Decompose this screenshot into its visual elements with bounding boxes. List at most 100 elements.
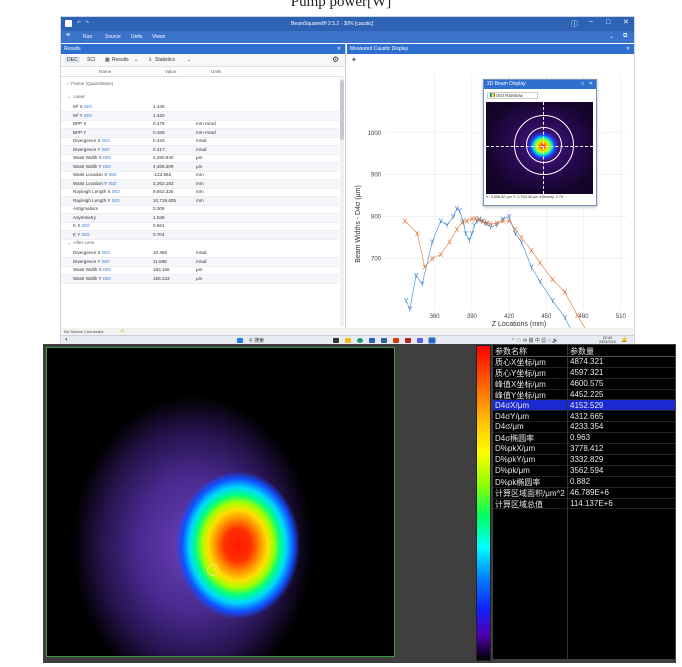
caustic-close-icon[interactable]: ✕ (625, 46, 630, 52)
start-icon[interactable] (237, 338, 243, 343)
parameter-row[interactable]: D%pkX/μm 3778.412 (493, 443, 675, 455)
expand-down-icon[interactable]: ⌄ (609, 34, 615, 40)
data-point-x: X (519, 235, 524, 242)
task-view-icon[interactable] (333, 338, 339, 343)
widgets-icon[interactable]: ◐ (65, 337, 69, 343)
sci-toggle[interactable]: SCI (87, 57, 96, 63)
parameter-row[interactable]: 计算区域总值 114.137E+6 (493, 498, 675, 510)
data-point-x: X (465, 218, 470, 225)
iso-tag: ISO (101, 250, 110, 255)
restore-icon[interactable]: ⧉ (623, 33, 628, 39)
app-icon-3[interactable] (405, 338, 411, 343)
x-tick-label: 480 (579, 314, 590, 320)
data-point-y: Y (461, 218, 466, 225)
close-icon[interactable]: ✕ (623, 19, 629, 26)
parameter-row[interactable]: 质心Y坐标/μm 4597.321 (493, 367, 675, 379)
parameter-row[interactable]: 质心X坐标/μm 4874.321 (493, 356, 675, 368)
result-row[interactable]: Waist Width Y ISO 4,468.209 µm (61, 162, 339, 172)
result-name-text: Asymmetry (73, 214, 96, 220)
beamsquared-taskbar-icon[interactable] (428, 337, 436, 344)
minimize-icon[interactable]: – (589, 18, 593, 25)
parameter-row[interactable]: D4σY/μm 4312.665 (493, 411, 675, 423)
beam-profile-view[interactable] (46, 347, 395, 657)
dec-toggle[interactable]: DEC (65, 57, 80, 63)
result-name: Asymmetry (73, 214, 96, 222)
result-row[interactable]: BPP Y 0.466 mm·mrad (61, 128, 339, 138)
edge-browser-icon[interactable] (357, 338, 363, 343)
statistics-dropdown[interactable]: Statistics (155, 57, 176, 63)
notification-icon[interactable]: 🔔 (621, 337, 628, 343)
result-row[interactable]: Waist Width Y ISO 159.223 µm (61, 274, 339, 284)
results-close-icon[interactable]: ✕ (336, 46, 341, 52)
parameter-row[interactable]: D4σX/μm 4152.529 (493, 399, 675, 412)
result-name: Waist Width Y ISO (73, 275, 111, 283)
data-point-x: X (430, 256, 435, 263)
popout-icon[interactable]: □ (580, 81, 584, 87)
app-icon-4[interactable] (417, 338, 423, 343)
parameter-row[interactable]: D4σ椭圆率 0.963 (493, 432, 675, 445)
menu-source[interactable]: Source (105, 34, 121, 40)
section-after-lens[interactable]: ⌄ After Lens (67, 240, 95, 245)
result-row[interactable]: Divergence Y ISO 0.417 mrad (61, 145, 339, 155)
data-point-y: Y (550, 298, 555, 305)
app-icon-2[interactable] (393, 338, 399, 343)
parameter-row[interactable]: 峰值X坐标/μm 4600.575 (493, 378, 675, 390)
result-row[interactable]: Rayleigh Length Y ISO 10,719.605 mm (61, 196, 339, 206)
beam-image[interactable] (486, 102, 593, 194)
results-dropdown[interactable]: Results (112, 57, 129, 63)
result-row[interactable]: K Y ISO 0.704 (61, 230, 339, 240)
menu-views[interactable]: Views (152, 34, 166, 40)
section-laser[interactable]: ⌄ Laser (67, 94, 85, 99)
beam-display-close-icon[interactable]: ✕ (588, 81, 593, 87)
result-row[interactable]: Divergence Y ISO 11.698 mrad (61, 257, 339, 267)
result-row[interactable]: Asymmetry 1.048 (61, 213, 339, 223)
parameter-name: 质心Y坐标/μm (495, 368, 546, 378)
result-unit: mm (196, 180, 204, 186)
system-tray-icons[interactable]: ⌃ ☁ ✉ ▩ 中 ▦ ○ 🔊 (511, 338, 559, 344)
result-row[interactable]: M² Y ISO 1.420 (61, 111, 339, 121)
x-tick-label: 450 (541, 314, 552, 320)
result-name: Waist Width X ISO (73, 154, 111, 162)
help-icon[interactable]: ⓘ (571, 21, 578, 28)
beam-circle-outer (514, 115, 574, 175)
result-row[interactable]: Waist Location Y ISO 3,262.183 mm (61, 179, 339, 189)
parameter-row[interactable]: D%pk椭圆率 0.882 (493, 476, 675, 488)
palette-dropdown[interactable]: ISO Rainbow (487, 92, 538, 99)
result-unit: mm·mrad (196, 121, 216, 126)
column-header-name[interactable]: Name (99, 69, 112, 74)
section-frame[interactable]: › Frame (Quantitative) (67, 81, 114, 86)
maximize-icon[interactable]: □ (606, 19, 611, 26)
scrollbar-thumb[interactable] (340, 80, 344, 140)
settings-wand-icon[interactable]: ✦ (351, 57, 357, 64)
redo-icon[interactable]: ↷ (85, 20, 90, 26)
result-unit: µm (196, 155, 203, 160)
data-point-x: X (575, 313, 580, 320)
menu-hamburger-icon[interactable]: ≡ (66, 32, 71, 39)
undo-icon[interactable]: ↶ (77, 20, 82, 26)
intensity-colorbar (476, 345, 491, 661)
gear-icon[interactable]: ⚙ (332, 55, 340, 64)
results-dropdown-icon[interactable]: ▦ (105, 57, 110, 63)
menu-units[interactable]: Units (131, 34, 143, 40)
parameter-name: 计算区域面积/μm^2 (495, 488, 565, 498)
file-explorer-icon[interactable] (345, 338, 351, 343)
data-point-x: X (477, 218, 482, 225)
data-point-y: Y (470, 231, 475, 238)
parameter-row[interactable]: D%pk/μm 3562.594 (493, 465, 675, 477)
results-scrollbar[interactable] (340, 76, 344, 326)
parameter-row[interactable]: D4σ/μm 4233.354 (493, 421, 675, 434)
column-header-units[interactable]: Units (211, 69, 222, 74)
data-point-x: X (415, 231, 420, 238)
result-unit: mrad (196, 138, 207, 143)
data-point-x: X (460, 220, 465, 227)
store-icon[interactable] (369, 338, 375, 343)
column-header-value[interactable]: Value (165, 69, 177, 74)
parameter-row[interactable]: 计算区域面积/μm^2 46.789E+6 (493, 487, 675, 499)
parameter-row[interactable]: D%pkY/μm 3332.829 (493, 454, 675, 466)
taskbar-clock[interactable]: 22:40 2024/3/10 (599, 336, 616, 344)
menu-run[interactable]: Run (83, 34, 93, 40)
app-icon-1[interactable] (381, 338, 387, 343)
taskbar-search[interactable]: ⚲ 搜索 (249, 338, 265, 344)
data-point-y: Y (407, 307, 412, 314)
clock-time: 22:40 (602, 336, 613, 340)
